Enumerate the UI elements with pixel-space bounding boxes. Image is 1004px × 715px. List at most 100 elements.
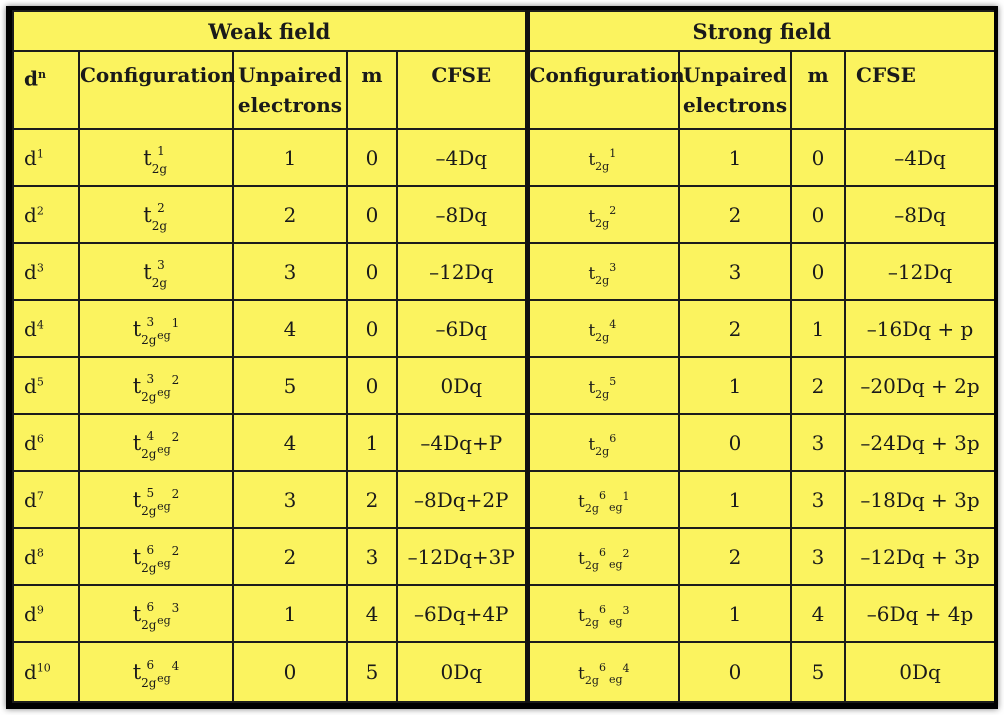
- strong-configuration-cell: t2g5: [524, 356, 681, 415]
- t-symbol: t: [578, 605, 585, 626]
- t-subscript: 2g: [584, 674, 599, 687]
- eg-symbol: eg: [157, 442, 171, 456]
- eg-exponent: 3: [622, 603, 630, 617]
- weak-cfse-cell: –12Dq+3P: [395, 527, 529, 586]
- strong-configuration: t2g4: [588, 318, 619, 344]
- col-strong-configuration: Configuration: [524, 50, 685, 130]
- strong-field-header: Strong field: [524, 10, 994, 52]
- strong-configuration: t2g6eg1: [578, 489, 630, 515]
- table-row: d1 t2g1 1 0 –4Dq t2g1 1 0 –4Dq: [12, 128, 994, 187]
- eg-exponent: 1: [622, 489, 630, 503]
- t-exponent: 1: [609, 146, 617, 160]
- strong-unpaired-cell: 1: [678, 128, 793, 187]
- t-subscript: 2g: [141, 503, 157, 518]
- weak-unpaired-cell: 0: [232, 641, 348, 703]
- dn-exponent: 6: [36, 431, 44, 445]
- strong-cfse-cell: –18Dq + 3p: [844, 470, 994, 529]
- dn-cell: d1: [12, 128, 80, 187]
- weak-configuration-cell: t2g 1: [78, 128, 234, 187]
- t-symbol: t: [588, 263, 596, 284]
- weak-configuration-cell: t2g 6eg3: [78, 584, 234, 643]
- dn-sup: n: [37, 68, 46, 81]
- eg-symbol: eg: [608, 673, 623, 686]
- t-symbol: t: [132, 487, 142, 512]
- weak-unpaired-cell: 3: [232, 242, 348, 301]
- cfse-table: Weak field Strong field dn Configuration…: [12, 10, 994, 703]
- eg-exponent: 2: [171, 543, 180, 558]
- t-exponent: 1: [157, 143, 165, 158]
- t-subscript: 2g: [595, 216, 610, 230]
- weak-configuration: t2g 6eg4: [133, 658, 180, 690]
- t-exponent: 3: [157, 257, 165, 272]
- weak-configuration-cell: t2g 6eg4: [78, 641, 234, 703]
- col-strong-m: m: [790, 50, 847, 130]
- dn-base: d: [24, 487, 37, 512]
- weak-unpaired-cell: 3: [232, 470, 348, 529]
- t-exponent: 6: [598, 602, 606, 616]
- t-symbol: t: [132, 544, 142, 569]
- dn-exponent: 8: [36, 545, 44, 559]
- t-symbol: t: [588, 434, 596, 455]
- t-subscript: 2g: [584, 501, 599, 515]
- weak-cfse-cell: –6Dq: [395, 299, 529, 358]
- strong-cfse-cell: –20Dq + 2p: [844, 356, 994, 415]
- dn-cell: d9: [12, 584, 80, 643]
- table-row: d5 t2g3eg2 5 0 0Dq t2g5 1 2 –20Dq + 2p: [12, 356, 994, 415]
- t-symbol: t: [132, 373, 142, 398]
- strong-configuration: t2g2: [588, 204, 619, 230]
- weak-configuration: t2g 6eg3: [133, 600, 180, 632]
- strong-configuration-cell: t2g6eg3: [524, 584, 681, 643]
- t-subscript: 2g: [595, 444, 610, 458]
- strong-m-cell: 5: [790, 641, 847, 703]
- table-row: d3 t2g3 3 0 –12Dq t2g3 3 0 –12Dq: [12, 242, 994, 301]
- weak-configuration-cell: t2g 3eg2: [78, 356, 234, 415]
- strong-unpaired-cell: 0: [678, 413, 793, 472]
- eg-exponent: 3: [171, 600, 180, 615]
- eg-symbol: eg: [157, 672, 171, 685]
- weak-m-cell: 5: [346, 641, 398, 703]
- weak-m-cell: 0: [346, 299, 398, 358]
- strong-configuration-cell: t2g4: [524, 299, 681, 358]
- strong-unpaired-cell: 2: [678, 185, 793, 244]
- weak-configuration-cell: t2g 6eg2: [78, 527, 234, 586]
- weak-m-cell: 0: [346, 185, 398, 244]
- dn-base: d: [24, 66, 38, 91]
- weak-m-cell: 0: [346, 242, 398, 301]
- t-subscript: 2g: [141, 617, 157, 632]
- dn-exponent: 9: [36, 602, 44, 616]
- weak-configuration: t2g 4eg2: [132, 429, 180, 461]
- dn-cell: d4: [12, 299, 80, 358]
- t-subscript: 2g: [151, 275, 168, 290]
- weak-m-cell: 2: [346, 470, 398, 529]
- weak-cfse-cell: 0Dq: [395, 641, 529, 703]
- col-weak-m: m: [346, 50, 398, 130]
- dn-cell: d8: [12, 527, 80, 586]
- t-exponent: 3: [609, 260, 617, 274]
- table-row: d7 t2g5eg2 3 2 –8Dq+2P t2g6eg1 1 3 –18Dq + 3p: [12, 470, 994, 529]
- weak-configuration: t2g 2: [143, 200, 168, 233]
- weak-unpaired-cell: 1: [232, 128, 348, 187]
- dn-exponent: 10: [36, 661, 51, 675]
- dn-cell: d10: [12, 641, 80, 703]
- t-symbol: t: [132, 430, 142, 455]
- weak-m-cell: 4: [346, 584, 398, 643]
- weak-configuration: t2g 5eg2: [132, 486, 180, 518]
- strong-unpaired-line2: electrons: [682, 93, 788, 117]
- dn-cell: d2: [12, 185, 80, 244]
- t-symbol: t: [588, 149, 596, 170]
- weak-unpaired-cell: 2: [232, 527, 348, 586]
- dn-exponent: 2: [36, 203, 44, 217]
- eg-exponent: 4: [171, 659, 180, 673]
- t-symbol: t: [578, 548, 585, 569]
- weak-configuration: t2g 1: [143, 143, 168, 176]
- table-row: d8 t2g6eg2 2 3 –12Dq+3P t2g6eg2 2 3 –12Dq + 3p: [12, 527, 994, 586]
- t-exponent: 2: [157, 200, 165, 215]
- eg-symbol: eg: [157, 556, 171, 570]
- strong-m-cell: 2: [790, 356, 847, 415]
- strong-configuration-cell: t2g6eg4: [524, 641, 681, 703]
- table-row: d2 t2g2 2 0 –8Dq t2g2 2 0 –8Dq: [12, 185, 994, 244]
- dn-cell: d6: [12, 413, 80, 472]
- photo-frame: Weak field Strong field dn Configuration…: [6, 6, 998, 709]
- t-symbol: t: [588, 320, 596, 341]
- weak-unpaired-cell: 4: [232, 413, 348, 472]
